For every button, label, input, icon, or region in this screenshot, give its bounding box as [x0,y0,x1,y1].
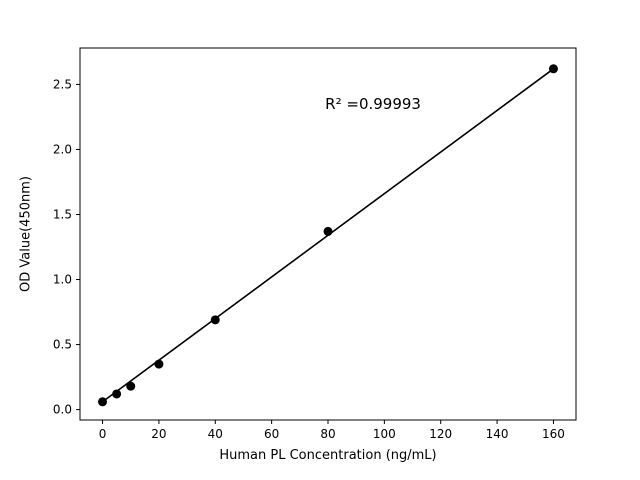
x-tick-label: 120 [429,427,452,441]
data-point [112,389,122,399]
y-tick-label: 0.5 [53,338,72,352]
y-tick-label: 1.5 [53,207,72,221]
data-point [154,359,164,369]
x-tick-label: 40 [208,427,223,441]
data-point [548,64,558,74]
y-tick-label: 2.0 [53,142,72,156]
data-point [323,226,333,236]
data-point [210,315,220,325]
x-tick-label: 60 [264,427,279,441]
y-tick-label: 2.5 [53,77,72,91]
data-point [126,381,136,391]
y-tick-label: 0.0 [53,403,72,417]
x-tick-label: 0 [99,427,107,441]
y-axis-label: OD Value(450nm) [18,176,34,292]
x-tick-label: 20 [151,427,166,441]
x-tick-label: 160 [542,427,565,441]
y-tick-label: 1.0 [53,273,72,287]
x-tick-label: 80 [320,427,335,441]
x-tick-label: 100 [373,427,396,441]
x-axis-label: Human PL Concentration (ng/mL) [219,448,437,463]
r-squared-annotation: R² =0.99993 [325,94,421,113]
data-point [98,397,108,407]
x-tick-label: 140 [486,427,509,441]
